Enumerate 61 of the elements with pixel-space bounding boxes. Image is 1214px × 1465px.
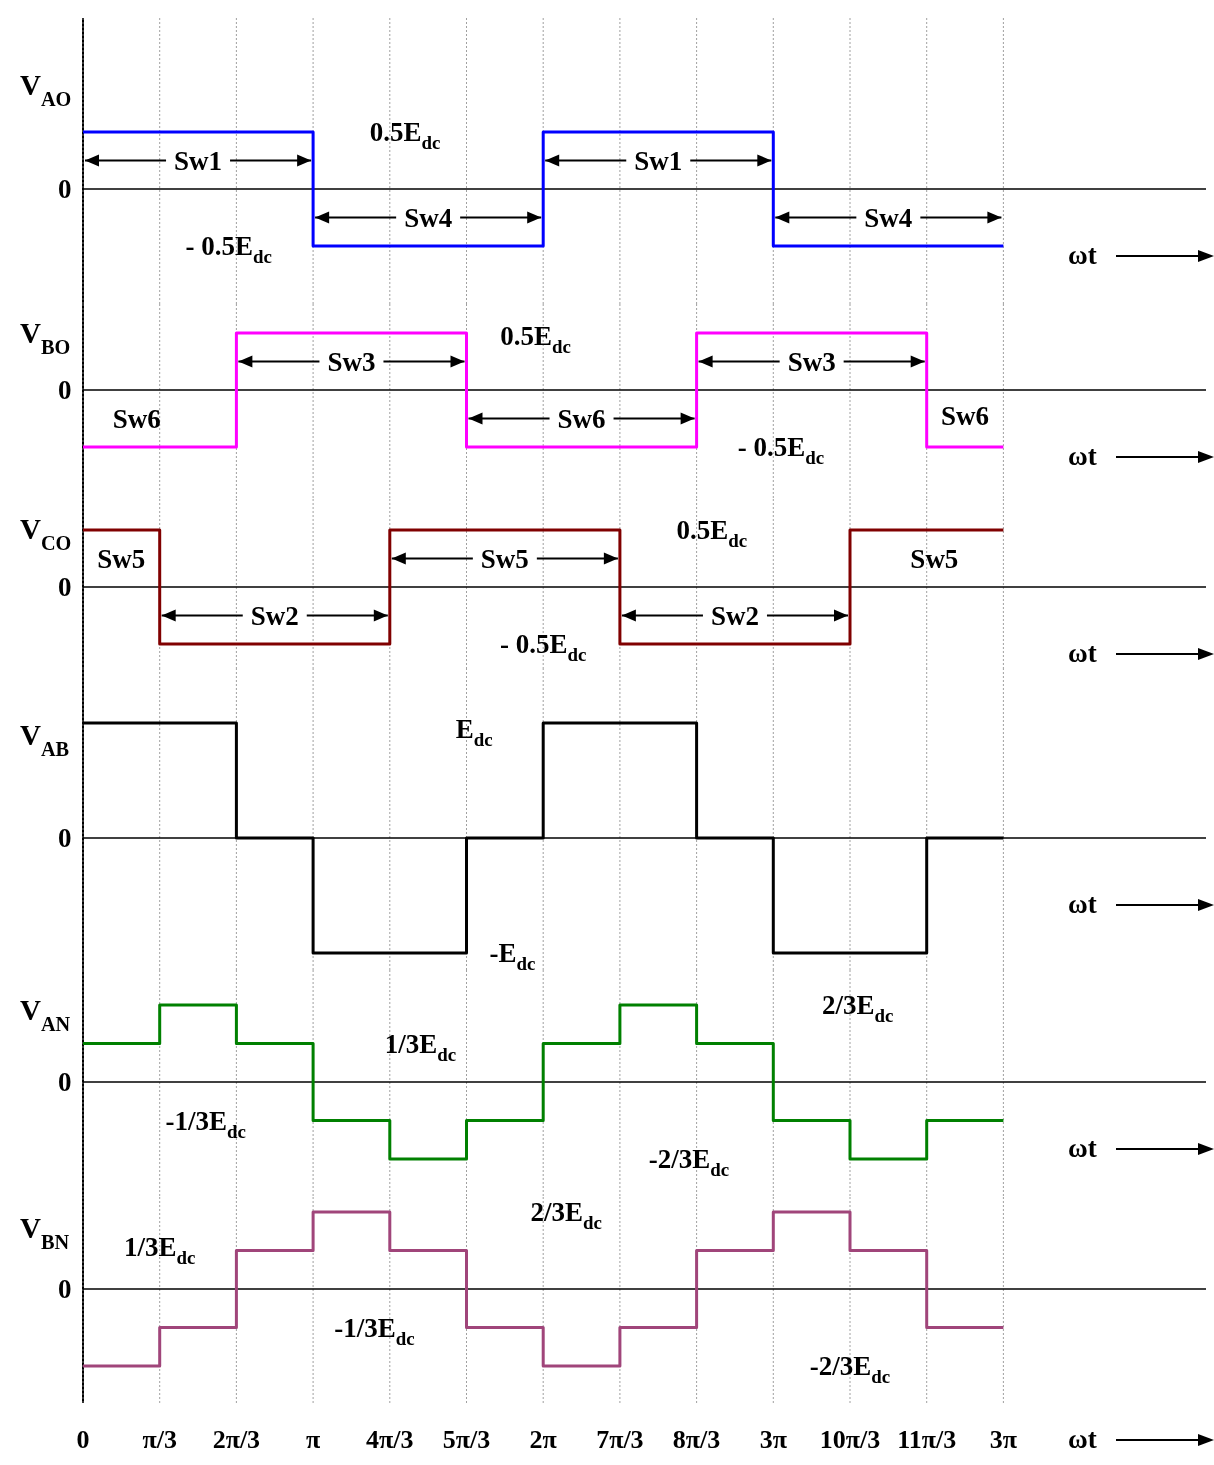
x-tick-label: π/3 [142,1425,177,1454]
annotation: 1/3E$_{dc}$ [123,1231,196,1268]
annotation: Sw4 [404,202,453,233]
x-tick-label: 2π/3 [212,1425,261,1454]
annotation: E$_{dc}$ [455,713,493,750]
x-tick-label: 2π [529,1425,557,1454]
annotation: Sw1 [634,145,683,176]
annotation: -1/3E$_{dc}$ [165,1105,246,1142]
x-tick-label: 11π/3 [897,1425,957,1454]
annotation: 0 [58,1274,72,1304]
annotation: Sw6 [941,400,990,431]
x-tick-label: 3π [759,1425,787,1454]
annotation: Sw3 [787,346,836,377]
annotation: 2/3E$_{dc}$ [821,990,894,1026]
annotation: Sw3 [327,346,376,377]
x-tick-label: 0 [76,1425,90,1454]
annotation: -2/3E$_{dc}$ [809,1351,891,1387]
y-axis-title: V$_{BN}$ [20,1212,70,1254]
x-axis-title: ωt [1068,240,1097,270]
annotation: Sw2 [710,600,759,631]
x-tick-label: 5π/3 [442,1425,491,1454]
annotation: 0 [58,823,72,853]
x-tick-label: 4π/3 [366,1425,414,1454]
annotation: 0 [58,572,72,602]
annotation: Sw5 [97,543,146,574]
x-tick-label: π [305,1425,321,1454]
y-axis-title: V$_{AB}$ [20,718,70,760]
x-axis-title: ωt [1068,1133,1097,1163]
annotation: Sw2 [250,600,299,631]
annotation: 1/3E$_{dc}$ [384,1028,457,1065]
annotation: - 0.5E$_{dc}$ [500,629,587,665]
annotation: 0 [58,174,72,204]
x-tick-label: 3π [989,1425,1018,1454]
annotation: 2/3E$_{dc}$ [530,1197,602,1233]
annotation: Sw5 [910,543,959,574]
x-axis-title: ωt [1068,638,1097,668]
annotation: Sw6 [112,403,161,434]
x-tick-label: 10π/3 [819,1425,881,1454]
annotation: 0 [58,375,72,405]
annotation: Sw4 [864,202,913,233]
annotation: 0.5E$_{dc}$ [676,515,748,551]
annotation: Sw1 [174,145,223,176]
annotation: - 0.5E$_{dc}$ [737,432,825,468]
y-axis-title: V$_{AN}$ [20,994,71,1036]
annotation: 0.5E$_{dc}$ [500,320,571,357]
x-axis-title: ωt [1068,889,1097,919]
y-axis-title: V$_{AO}$ [20,68,72,110]
annotation: -2/3E$_{dc}$ [648,1144,730,1180]
x-tick-label: 8π/3 [672,1425,721,1454]
annotation: 0 [58,1067,72,1097]
x-axis-title: ωt [1068,1424,1097,1454]
x-tick-label: 7π/3 [596,1425,644,1454]
annotation: Sw5 [480,543,529,574]
x-axis-title: ωt [1068,441,1097,471]
y-axis-title: V$_{CO}$ [20,512,72,554]
annotation: - 0.5E$_{dc}$ [185,231,272,267]
annotation: 0.5E$_{dc}$ [369,117,441,153]
annotation: -1/3E$_{dc}$ [334,1312,415,1349]
y-axis-title: V$_{BO}$ [20,316,71,358]
annotation: Sw6 [557,403,606,434]
annotation: -E$_{dc}$ [489,938,536,974]
